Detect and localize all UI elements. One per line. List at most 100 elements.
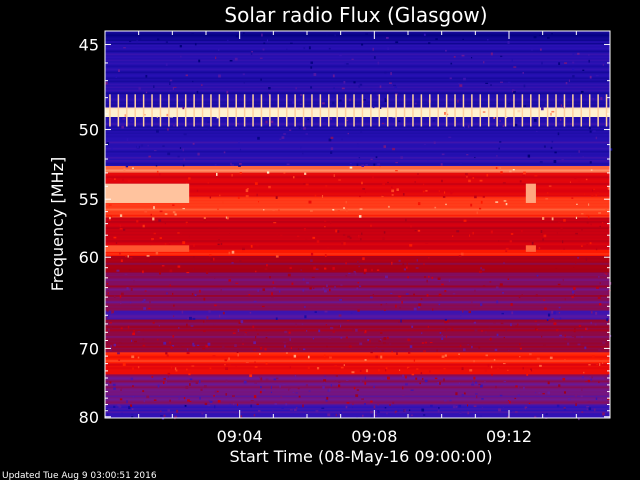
texture-dot [158,271,162,275]
texture-dot [385,36,389,39]
band-stripe [105,77,610,80]
texture-dot [166,354,169,357]
texture-dot [414,230,417,232]
texture-dot [229,233,231,236]
texture-dot [242,73,245,76]
texture-dot [458,353,460,355]
texture-dot [361,396,363,400]
texture-dot [569,181,571,183]
texture-dot [408,351,411,354]
texture-dot [502,292,505,294]
texture-dot [527,154,531,158]
texture-dot [126,138,129,142]
texture-dot [542,238,545,242]
texture-dot [479,179,483,182]
band-stripe [105,294,610,297]
texture-dot [602,398,604,401]
texture-dot [380,355,383,359]
pulse-mark [151,94,153,127]
texture-dot [109,219,111,222]
texture-dot [144,290,147,292]
texture-dot [318,235,320,237]
texture-dot [316,240,320,244]
texture-dot [244,333,247,336]
texture-dot [169,79,173,82]
texture-dot [323,354,326,357]
texture-dot [192,80,194,83]
texture-dot [341,138,343,141]
texture-dot [271,296,274,299]
texture-dot [192,142,195,145]
texture-dot [245,189,249,193]
band-stripe [105,367,610,370]
texture-dot [153,232,156,235]
texture-dot [186,368,188,371]
texture-dot [323,289,327,293]
texture-dot [279,384,281,388]
texture-dot [243,81,245,84]
texture-dot [254,366,258,368]
texture-dot [413,358,416,362]
texture-dot [338,179,341,181]
burst-feature [525,183,536,203]
texture-dot [382,237,385,240]
texture-dot [539,34,541,36]
texture-dot [474,381,478,384]
texture-dot [361,181,363,185]
texture-dot [580,395,583,398]
texture-dot [232,332,236,334]
texture-dot [392,401,395,404]
texture-dot [600,97,603,101]
texture-dot [306,330,308,332]
texture-dot [536,274,539,277]
texture-dot [173,315,175,317]
texture-dot [417,173,419,175]
texture-dot [537,323,540,326]
band-stripe [105,332,610,335]
texture-dot [486,173,489,177]
texture-dot [145,74,148,78]
pulse-mark [294,94,296,127]
texture-dot [252,325,255,329]
texture-dot [117,352,120,355]
texture-dot [350,312,353,314]
texture-dot [346,379,349,381]
texture-dot [577,52,580,55]
texture-dot [107,408,110,412]
texture-dot [445,203,447,206]
texture-dot [415,377,418,380]
texture-dot [523,171,526,175]
texture-dot [573,287,576,290]
texture-dot [414,102,417,105]
texture-dot [392,115,396,118]
texture-dot [588,53,590,56]
texture-dot [314,311,317,313]
texture-dot [185,385,189,389]
texture-dot [113,405,116,408]
texture-dot [543,234,547,238]
texture-dot [398,295,402,298]
texture-dot [246,187,249,190]
texture-dot [152,321,155,324]
texture-dot [353,81,356,84]
texture-dot [332,74,335,78]
texture-dot [364,268,367,272]
texture-dot [285,352,288,354]
texture-dot [594,323,597,326]
texture-dot [309,210,313,212]
texture-dot [503,380,507,382]
texture-dot [514,123,518,127]
texture-dot [384,71,387,74]
band-stripe [105,398,610,401]
texture-dot [355,394,359,397]
texture-dot [391,189,395,193]
texture-dot [263,42,266,45]
texture-dot [541,107,544,111]
texture-dot [129,257,133,259]
texture-dot [572,61,575,64]
pulse-mark [344,94,347,127]
texture-dot [518,386,520,388]
texture-dot [467,124,470,128]
texture-dot [395,161,398,164]
pulse-mark [386,94,389,127]
